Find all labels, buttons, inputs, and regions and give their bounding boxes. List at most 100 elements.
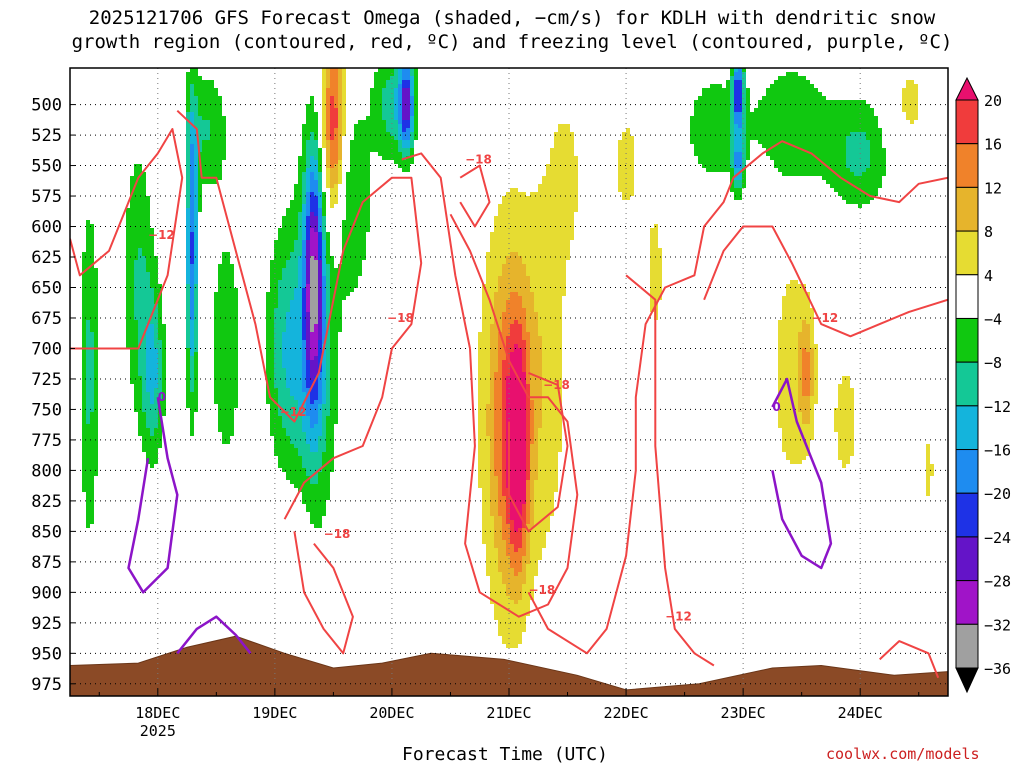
omega-cell: [318, 480, 322, 484]
omega-cell: [162, 364, 166, 368]
omega-cell: [374, 120, 378, 124]
omega-cell: [534, 344, 538, 348]
omega-cell: [186, 312, 190, 316]
omega-cell: [510, 436, 514, 440]
omega-cell: [306, 432, 310, 436]
omega-cell: [190, 84, 194, 88]
omega-cell: [130, 284, 134, 288]
omega-cell: [294, 236, 298, 240]
omega-cell: [494, 356, 498, 360]
omega-cell: [334, 296, 338, 300]
omega-cell: [86, 248, 90, 252]
omega-cell: [374, 96, 378, 100]
omega-cell: [142, 232, 146, 236]
omega-cell: [286, 232, 290, 236]
omega-cell: [322, 436, 326, 440]
omega-cell: [130, 196, 134, 200]
omega-cell: [198, 204, 202, 208]
omega-cell: [82, 388, 86, 392]
omega-cell: [402, 132, 406, 136]
omega-cell: [390, 104, 394, 108]
omega-cell: [318, 176, 322, 180]
omega-cell: [82, 428, 86, 432]
omega-cell: [530, 456, 534, 460]
omega-cell: [314, 428, 318, 432]
omega-cell: [382, 100, 386, 104]
omega-cell: [538, 400, 542, 404]
omega-cell: [158, 340, 162, 344]
omega-cell: [510, 568, 514, 572]
omega-cell: [158, 356, 162, 360]
omega-cell: [218, 304, 222, 308]
omega-cell: [306, 244, 310, 248]
omega-cell: [134, 256, 138, 260]
omega-cell: [210, 160, 214, 164]
omega-cell: [214, 388, 218, 392]
omega-cell: [478, 352, 482, 356]
omega-cell: [86, 316, 90, 320]
omega-cell: [278, 268, 282, 272]
omega-cell: [290, 256, 294, 260]
omega-cell: [194, 140, 198, 144]
omega-cell: [306, 308, 310, 312]
omega-cell: [330, 156, 334, 160]
omega-cell: [486, 264, 490, 268]
omega-cell: [486, 424, 490, 428]
omega-cell: [306, 148, 310, 152]
omega-cell: [150, 288, 154, 292]
omega-cell: [190, 364, 194, 368]
omega-cell: [226, 312, 230, 316]
omega-cell: [186, 96, 190, 100]
omega-cell: [350, 260, 354, 264]
omega-cell: [510, 580, 514, 584]
omega-cell: [142, 220, 146, 224]
omega-cell: [506, 528, 510, 532]
omega-cell: [518, 424, 522, 428]
omega-cell: [526, 268, 530, 272]
omega-cell: [194, 408, 198, 412]
omega-cell: [82, 396, 86, 400]
omega-cell: [198, 144, 202, 148]
omega-cell: [490, 504, 494, 508]
omega-cell: [482, 476, 486, 480]
omega-cell: [82, 448, 86, 452]
omega-cell: [126, 244, 130, 248]
omega-cell: [310, 168, 314, 172]
omega-cell: [530, 420, 534, 424]
omega-cell: [510, 524, 514, 528]
omega-cell: [90, 308, 94, 312]
omega-cell: [230, 364, 234, 368]
omega-cell: [494, 236, 498, 240]
omega-cell: [94, 472, 98, 476]
omega-cell: [334, 188, 338, 192]
omega-cell: [286, 328, 290, 332]
omega-cell: [530, 576, 534, 580]
omega-cell: [150, 364, 154, 368]
omega-cell: [330, 436, 334, 440]
omega-cell: [478, 340, 482, 344]
omega-cell: [506, 604, 510, 608]
omega-cell: [322, 400, 326, 404]
omega-cell: [130, 348, 134, 352]
omega-cell: [138, 348, 142, 352]
omega-cell: [374, 80, 378, 84]
omega-cell: [530, 424, 534, 428]
omega-cell: [402, 112, 406, 116]
omega-cell: [82, 340, 86, 344]
omega-cell: [514, 596, 518, 600]
omega-cell: [314, 120, 318, 124]
omega-cell: [502, 428, 506, 432]
omega-cell: [194, 256, 198, 260]
omega-cell: [478, 372, 482, 376]
omega-cell: [266, 320, 270, 324]
omega-cell: [362, 120, 366, 124]
omega-cell: [518, 572, 522, 576]
omega-cell: [538, 448, 542, 452]
omega-cell: [326, 120, 330, 124]
omega-cell: [282, 248, 286, 252]
omega-cell: [274, 320, 278, 324]
omega-cell: [522, 452, 526, 456]
omega-cell: [494, 496, 498, 500]
omega-cell: [502, 416, 506, 420]
omega-cell: [518, 328, 522, 332]
